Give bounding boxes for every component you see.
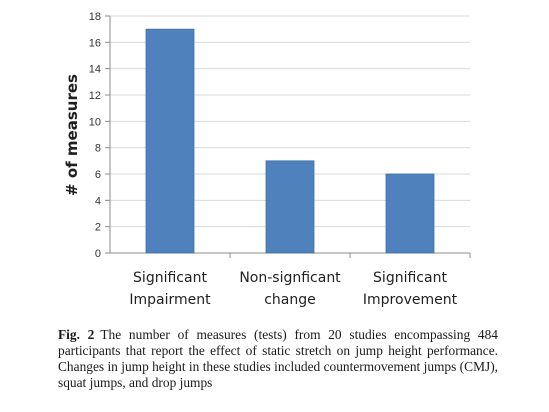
bar [385, 173, 435, 254]
caption-text: The number of measures (tests) from 20 s… [58, 327, 498, 390]
y-tick-label: 8 [95, 143, 101, 155]
bar-chart: 0 2 4 6 8 10 12 14 16 18 Significant Impairment Non… [63, 11, 471, 308]
x-tick-labels: Significant Impairment Non-signficant chang… [129, 270, 457, 308]
y-axis-label: # of measures [63, 74, 81, 196]
bars [145, 28, 435, 254]
y-tick-label: 14 [89, 64, 101, 76]
y-tick-label: 10 [89, 116, 101, 128]
x-tick-label: Significant Improvement [363, 270, 458, 308]
x-tick-label: Significant Impairment [129, 270, 211, 308]
y-tick-label: 2 [95, 222, 101, 234]
y-tick-label: 16 [89, 37, 101, 49]
figure-caption: Fig. 2 The number of measures (tests) fro… [58, 327, 498, 391]
y-tick-label: 4 [95, 195, 101, 207]
y-tick-label: 0 [95, 248, 101, 260]
bar [145, 28, 195, 254]
y-tick-label: 18 [89, 11, 101, 23]
figure-label: Fig. 2 [58, 327, 95, 342]
x-tick-label: Non-signficant change [239, 270, 341, 308]
y-tick-label: 12 [89, 90, 101, 102]
y-tick-label: 6 [95, 169, 101, 181]
bar [265, 160, 315, 254]
y-tick-labels: 0 2 4 6 8 10 12 14 16 18 [89, 11, 101, 260]
